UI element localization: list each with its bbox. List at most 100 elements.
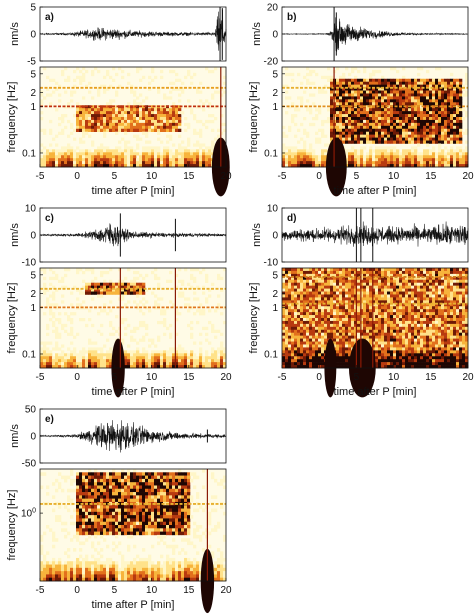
spectrogram-cell xyxy=(288,338,292,342)
spectrogram-cell xyxy=(438,108,442,112)
spectrogram-cell xyxy=(408,81,412,85)
spectrogram-cell xyxy=(109,128,113,132)
spectrogram-cell xyxy=(91,323,95,328)
spectrogram-cell xyxy=(363,161,367,165)
spectrogram-cell xyxy=(184,161,188,165)
spectrogram-cell xyxy=(67,362,71,366)
spectrogram-cell xyxy=(151,338,155,342)
spectrogram-cell xyxy=(411,273,415,278)
spectrogram-cell xyxy=(387,90,391,94)
spectrogram-cell xyxy=(154,303,158,307)
spectrogram-cell xyxy=(46,152,50,156)
spectrogram-cell xyxy=(381,131,385,135)
spectrogram-cell xyxy=(381,303,385,307)
spectrogram-cell xyxy=(384,164,388,168)
spectrogram-cell xyxy=(435,102,439,106)
spectrogram-cell xyxy=(330,303,334,307)
spectrogram-cell xyxy=(58,332,62,336)
spectrogram-cell xyxy=(330,297,334,301)
spectrogram-cell xyxy=(285,155,289,159)
spectrogram-cell xyxy=(288,146,292,150)
spectrogram-cell xyxy=(384,341,388,345)
spectrogram-cell xyxy=(324,84,328,88)
spectrogram-cell xyxy=(417,67,421,71)
spectrogram-cell xyxy=(55,303,59,307)
spectrogram-cell xyxy=(453,122,457,127)
spectrogram-cell xyxy=(390,111,394,115)
spectrogram-cell xyxy=(444,152,448,156)
spectrogram-cell xyxy=(414,315,418,319)
spectrogram-cell xyxy=(369,285,373,289)
spectrogram-cell xyxy=(414,117,418,121)
spectrogram-cell xyxy=(399,356,403,360)
spectrogram-cell xyxy=(384,149,388,153)
spectrogram-cell xyxy=(351,105,355,109)
spectrogram-cell xyxy=(363,90,367,94)
spectrogram-cell xyxy=(456,117,460,121)
spectrogram-cell xyxy=(79,350,83,354)
spectrogram-cell xyxy=(417,81,421,85)
spectrogram-cell xyxy=(348,338,352,342)
spectrogram-cell xyxy=(453,140,457,144)
spectrogram-cell xyxy=(360,303,364,307)
spectrogram-cell xyxy=(46,332,50,336)
spectrogram-cell xyxy=(112,99,116,103)
spectrogram-cell xyxy=(396,93,400,97)
spectrogram-cell xyxy=(145,114,149,118)
spectrogram-cell xyxy=(327,288,331,292)
spectrogram-cell xyxy=(459,105,463,109)
spectrogram-cell xyxy=(318,315,322,319)
spectrogram-cell xyxy=(399,300,403,304)
spectrogram-cell xyxy=(360,285,364,289)
spectrogram-cell xyxy=(390,273,394,278)
spectrogram-cell xyxy=(357,149,361,153)
spectrogram-cell xyxy=(384,338,388,342)
spectrogram-cell xyxy=(297,276,301,281)
spectrogram-cell xyxy=(384,294,388,298)
spectrogram-cell xyxy=(369,276,373,281)
spectrogram-cell xyxy=(390,294,394,298)
spectrogram-cell xyxy=(315,356,319,360)
spectrogram-cell xyxy=(351,108,355,112)
spectrogram-cell xyxy=(124,318,128,322)
spectrogram-cell xyxy=(372,309,376,313)
spectrogram-cell xyxy=(450,134,454,138)
spectrogram-cell xyxy=(70,122,74,127)
spectrogram-cell xyxy=(408,155,412,159)
spectrogram-cell xyxy=(351,96,355,100)
spectrogram-cell xyxy=(384,96,388,100)
spectrogram-cell xyxy=(163,312,167,316)
spectrogram-cell xyxy=(124,152,128,156)
spectrogram-cell xyxy=(115,282,119,286)
spectrogram-cell xyxy=(220,114,224,118)
spectrogram-cell xyxy=(447,93,451,97)
spectrogram-cell xyxy=(357,285,361,289)
spectrogram-cell xyxy=(396,152,400,156)
spectrogram-cell xyxy=(118,285,122,289)
spectrogram-cell xyxy=(354,273,358,278)
spectrogram-cell xyxy=(465,140,469,144)
spectrogram-cell xyxy=(438,155,442,159)
spectrogram-cell xyxy=(357,152,361,156)
spectrogram-cell xyxy=(321,75,325,80)
spectrogram-cell xyxy=(405,297,409,301)
spectrogram-cell xyxy=(82,362,86,366)
spectrogram-cell xyxy=(285,282,289,286)
spectrogram-cell xyxy=(348,155,352,159)
spectrogram-cell xyxy=(82,72,86,77)
spectrogram-cell xyxy=(327,108,331,112)
spectrogram-cell xyxy=(282,297,286,301)
spectrogram-cell xyxy=(309,320,313,325)
spectrogram-cell xyxy=(381,122,385,127)
spectrogram-cell xyxy=(282,353,286,357)
spectrogram-cell xyxy=(384,318,388,322)
spectrogram-cell xyxy=(339,125,343,130)
spectrogram-cell xyxy=(94,164,98,168)
spectrogram-cell xyxy=(178,122,182,127)
spectrogram-cell xyxy=(336,128,340,132)
spectrogram-cell xyxy=(70,312,74,316)
spectrogram-cell xyxy=(417,158,421,162)
spectrogram-cell xyxy=(360,276,364,281)
spectrogram-cell xyxy=(414,332,418,336)
spectrogram-cell xyxy=(375,315,379,319)
